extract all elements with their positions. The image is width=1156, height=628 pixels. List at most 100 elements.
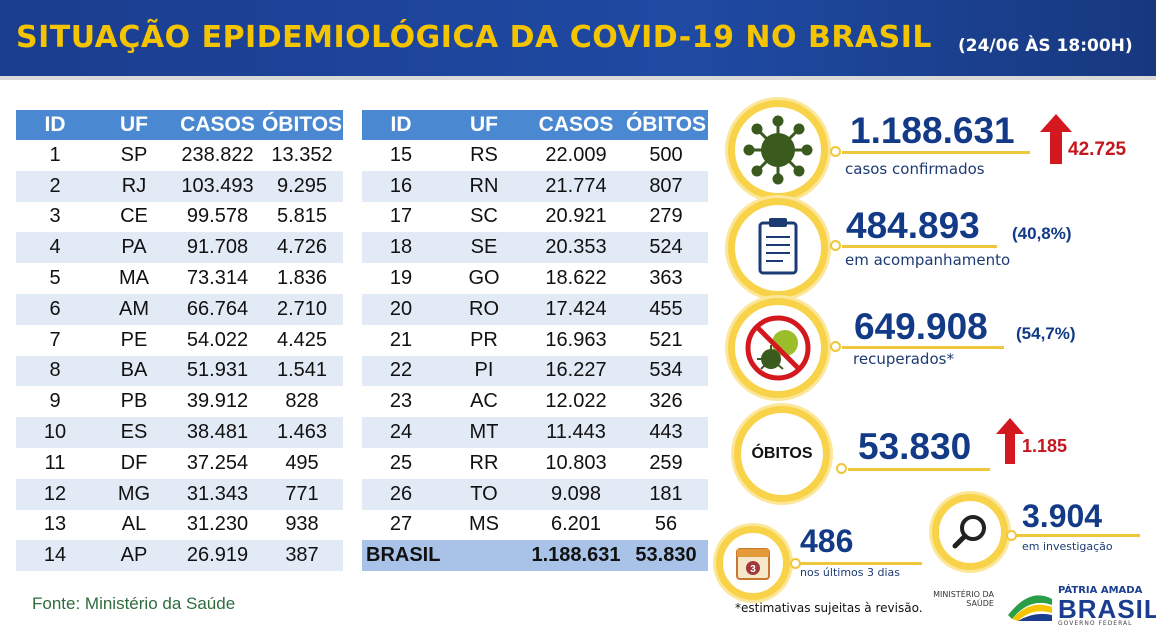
row-obitos: 326 — [624, 386, 708, 418]
row-id: 8 — [16, 355, 94, 387]
total-label: BRASIL — [362, 540, 528, 572]
table-row: 13 AL 31.230 938 — [16, 509, 343, 541]
confirmed-circle — [728, 100, 828, 200]
brand-tagline: PÁTRIA AMADA — [1058, 585, 1143, 596]
row-casos: 26.919 — [174, 540, 261, 572]
row-obitos: 1.463 — [261, 417, 343, 448]
row-obitos: 387 — [261, 540, 343, 572]
row-obitos: 13.352 — [261, 140, 343, 171]
row-casos: 6.201 — [528, 509, 624, 541]
clipboard-icon — [758, 218, 798, 275]
confirmed-value: 1.188.631 — [850, 110, 1015, 151]
row-id: 27 — [362, 509, 440, 541]
brand-name: BRASIL — [1058, 594, 1156, 624]
row-obitos: 521 — [624, 324, 708, 356]
row-obitos: 938 — [261, 509, 343, 541]
row-obitos: 500 — [624, 140, 708, 171]
row-id: 22 — [362, 355, 440, 387]
row-uf: DF — [94, 447, 174, 479]
table-row: 21 PR 16.963 521 — [362, 324, 708, 356]
footnote: *estimativas sujeitas à revisão. — [735, 601, 923, 615]
row-casos: 99.578 — [174, 201, 261, 233]
virus-icon — [743, 115, 813, 185]
row-obitos: 9.295 — [261, 170, 343, 202]
row-uf: AC — [440, 386, 528, 418]
row-casos: 21.774 — [528, 170, 624, 202]
total-casos: 1.188.631 — [528, 540, 624, 572]
row-obitos: 455 — [624, 293, 708, 325]
row-uf: TO — [440, 478, 528, 510]
table-row: 5 MA 73.314 1.836 — [16, 263, 343, 294]
row-casos: 51.931 — [174, 355, 261, 387]
row-casos: 16.963 — [528, 324, 624, 356]
row-obitos: 363 — [624, 263, 708, 294]
deaths-value: 53.830 — [858, 426, 972, 467]
row-obitos: 56 — [624, 509, 708, 541]
monitoring-value: 484.893 — [846, 205, 980, 246]
table-row: 26 TO 9.098 181 — [362, 478, 708, 510]
ministry-logo-text: MINISTÉRIO DA SAÚDE — [933, 590, 994, 608]
investigation-circle — [932, 494, 1008, 570]
states-table-right: ID UF CASOS ÓBITOS 15 RS 22.009 500 16 RN 21.7… — [362, 110, 708, 572]
row-id: 26 — [362, 478, 440, 510]
row-id: 1 — [16, 140, 94, 171]
row-casos: 20.353 — [528, 232, 624, 264]
row-id: 18 — [362, 232, 440, 264]
row-obitos: 828 — [261, 386, 343, 418]
row-uf: MA — [94, 263, 174, 294]
row-uf: PA — [94, 232, 174, 264]
last3-label: nos últimos 3 dias — [800, 566, 901, 579]
row-obitos: 1.836 — [261, 263, 343, 294]
col-uf: UF — [440, 110, 528, 140]
total-obitos: 53.830 — [624, 540, 708, 572]
row-casos: 73.314 — [174, 263, 261, 294]
row-id: 7 — [16, 324, 94, 356]
recovered-value: 649.908 — [854, 306, 988, 347]
row-id: 17 — [362, 201, 440, 233]
table-row: 10 ES 38.481 1.463 — [16, 417, 343, 448]
row-id: 12 — [16, 478, 94, 510]
row-id: 14 — [16, 540, 94, 572]
report-date: (24/06 ÀS 18:00H) — [958, 36, 1133, 56]
table-row: 19 GO 18.622 363 — [362, 263, 708, 294]
calendar-icon: 3 — [736, 548, 770, 580]
row-uf: GO — [440, 263, 528, 294]
row-obitos: 5.815 — [261, 201, 343, 233]
col-uf: UF — [94, 110, 174, 140]
row-id: 4 — [16, 232, 94, 264]
deaths-delta: 1.185 — [1022, 436, 1068, 456]
row-obitos: 181 — [624, 478, 708, 510]
row-uf: RR — [440, 447, 528, 479]
row-id: 19 — [362, 263, 440, 294]
calendar-number: 3 — [750, 564, 756, 575]
table-row: 18 SE 20.353 524 — [362, 232, 708, 264]
magnifier-icon — [952, 515, 986, 549]
row-id: 11 — [16, 447, 94, 479]
row-uf: BA — [94, 355, 174, 387]
confirmed-delta: 42.725 — [1068, 139, 1127, 160]
row-id: 13 — [16, 509, 94, 541]
brasil-flag-logo — [1008, 595, 1052, 621]
header-banner: SITUAÇÃO EPIDEMIOLÓGICA DA COVID-19 NO B… — [0, 0, 1156, 80]
row-id: 24 — [362, 417, 440, 448]
table-row: 16 RN 21.774 807 — [362, 170, 708, 202]
row-casos: 37.254 — [174, 447, 261, 479]
table-row: 23 AC 12.022 326 — [362, 386, 708, 418]
row-id: 15 — [362, 140, 440, 171]
row-uf: PE — [94, 324, 174, 356]
table-row: 22 PI 16.227 534 — [362, 355, 708, 387]
monitoring-circle — [728, 198, 828, 298]
col-id: ID — [362, 110, 440, 140]
brand-subtitle: GOVERNO FEDERAL — [1058, 620, 1133, 627]
table-header-row: ID UF CASOS ÓBITOS — [362, 110, 708, 140]
row-obitos: 771 — [261, 478, 343, 510]
row-id: 10 — [16, 417, 94, 448]
table-row: 3 CE 99.578 5.815 — [16, 201, 343, 233]
row-casos: 22.009 — [528, 140, 624, 171]
row-casos: 17.424 — [528, 293, 624, 325]
row-obitos: 279 — [624, 201, 708, 233]
table-row: 2 RJ 103.493 9.295 — [16, 170, 343, 202]
last3-value: 486 — [800, 523, 854, 559]
row-id: 6 — [16, 293, 94, 325]
row-id: 21 — [362, 324, 440, 356]
